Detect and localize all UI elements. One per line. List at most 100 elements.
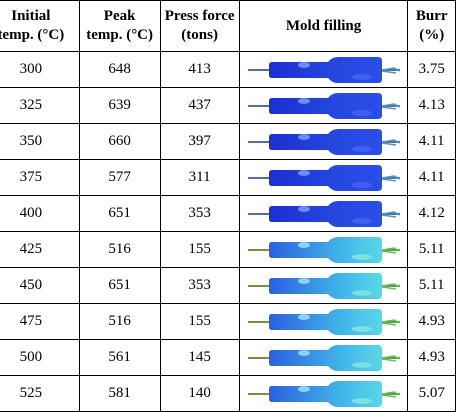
mold-image xyxy=(247,380,400,407)
highlight xyxy=(297,313,310,320)
cell-text: 5.11 xyxy=(418,277,445,293)
header-row: Initial temp. (°C) Peak temp. (°C) Press for… xyxy=(0,0,456,52)
highlight xyxy=(297,277,310,284)
table-cell: 4.13 xyxy=(407,87,456,124)
mold-cell xyxy=(238,303,409,340)
header-cell: Initial temp. (°C) xyxy=(0,0,80,52)
table-row: 375 577 311 4.11 xyxy=(0,159,456,196)
header-text: (%) xyxy=(419,27,445,43)
table-cell: 4.93 xyxy=(407,303,456,340)
table-cell: 397 xyxy=(159,123,240,160)
burr xyxy=(381,102,400,110)
mold-cell xyxy=(238,339,409,376)
highlight xyxy=(297,61,310,68)
table-cell: 639 xyxy=(78,87,161,124)
cell-text: 4.11 xyxy=(418,133,445,149)
cell-text: 4.13 xyxy=(418,97,445,113)
table-row: 350 660 397 4.11 xyxy=(0,123,456,160)
table-cell: 4.93 xyxy=(407,339,456,376)
highlight xyxy=(351,325,372,332)
table-row: 500 561 145 4.93 xyxy=(0,339,456,376)
table-cell: 577 xyxy=(78,159,161,196)
cell-text: 4.12 xyxy=(418,205,445,221)
cell-text: 577 xyxy=(108,169,131,185)
table-cell: 413 xyxy=(159,51,240,88)
cell-text: 516 xyxy=(108,313,131,329)
header-cell: Peak temp. (°C) xyxy=(78,0,161,52)
header-text: Mold filling xyxy=(285,17,362,34)
table-cell: 651 xyxy=(78,195,161,232)
cell-text: 437 xyxy=(188,97,211,113)
cell-text: 155 xyxy=(188,313,211,329)
table-cell: 651 xyxy=(78,267,161,304)
table-cell: 155 xyxy=(159,231,240,268)
highlight xyxy=(351,109,372,116)
header-text: Press force xyxy=(164,8,235,24)
header-text: Peak xyxy=(103,8,136,24)
table-cell: 516 xyxy=(78,231,161,268)
table-cell: 5.07 xyxy=(407,375,456,412)
table-cell: 140 xyxy=(159,375,240,412)
cell-text: 397 xyxy=(188,133,211,149)
table-row: 400 651 353 4.12 xyxy=(0,195,456,232)
burr xyxy=(381,246,400,254)
cell-text: 475 xyxy=(19,313,43,329)
results-table: Initial temp. (°C) Peak temp. (°C) Press for… xyxy=(0,0,456,412)
table-cell: 353 xyxy=(159,195,240,232)
table-cell: 581 xyxy=(78,375,161,412)
cell-text: 400 xyxy=(19,205,43,221)
cell-text: 651 xyxy=(108,205,131,221)
mold-image xyxy=(247,344,400,371)
table-row: 300 648 413 3.75 xyxy=(0,51,456,88)
table-cell: 475 xyxy=(0,303,80,340)
burr xyxy=(381,210,400,218)
highlight xyxy=(297,349,310,356)
mold-image xyxy=(247,236,400,263)
table-row: 425 516 155 5.11 xyxy=(0,231,456,268)
mold-image xyxy=(247,308,400,335)
table-cell: 4.12 xyxy=(407,195,456,232)
cell-text: 525 xyxy=(19,385,43,401)
mold-cell xyxy=(238,87,409,124)
cell-text: 5.11 xyxy=(418,241,445,257)
highlight xyxy=(297,385,310,392)
header-text: Burr xyxy=(415,8,448,24)
highlight xyxy=(351,397,372,404)
burr xyxy=(381,318,400,326)
table-cell: 425 xyxy=(0,231,80,268)
cell-text: 353 xyxy=(188,205,211,221)
table-cell: 450 xyxy=(0,267,80,304)
table-cell: 500 xyxy=(0,339,80,376)
cell-text: 145 xyxy=(188,349,211,365)
cell-text: 425 xyxy=(19,241,43,257)
cell-text: 5.07 xyxy=(418,385,445,401)
header-text: Initial xyxy=(11,8,51,24)
cell-text: 413 xyxy=(188,61,211,77)
highlight xyxy=(297,169,310,176)
burr xyxy=(381,66,400,74)
mold-image xyxy=(247,200,400,227)
mold-cell xyxy=(238,159,409,196)
highlight xyxy=(297,133,310,140)
highlight xyxy=(351,253,372,260)
cell-text: 4.93 xyxy=(418,349,445,365)
header-text: temp. (°C) xyxy=(0,27,65,43)
highlight xyxy=(351,73,372,80)
mold-image xyxy=(247,56,400,83)
header-cell: Burr (%) xyxy=(407,0,456,52)
cell-text: 450 xyxy=(19,277,43,293)
cell-text: 375 xyxy=(19,169,43,185)
cell-text: 353 xyxy=(188,277,211,293)
table-row: 525 581 140 5.07 xyxy=(0,375,456,412)
highlight xyxy=(351,181,372,188)
table-cell: 5.11 xyxy=(407,231,456,268)
burr xyxy=(381,138,400,146)
table-cell: 561 xyxy=(78,339,161,376)
cell-text: 311 xyxy=(188,169,211,185)
table-cell: 375 xyxy=(0,159,80,196)
mold-image xyxy=(247,92,400,119)
highlight xyxy=(297,205,310,212)
highlight xyxy=(351,289,372,296)
highlight xyxy=(297,241,310,248)
